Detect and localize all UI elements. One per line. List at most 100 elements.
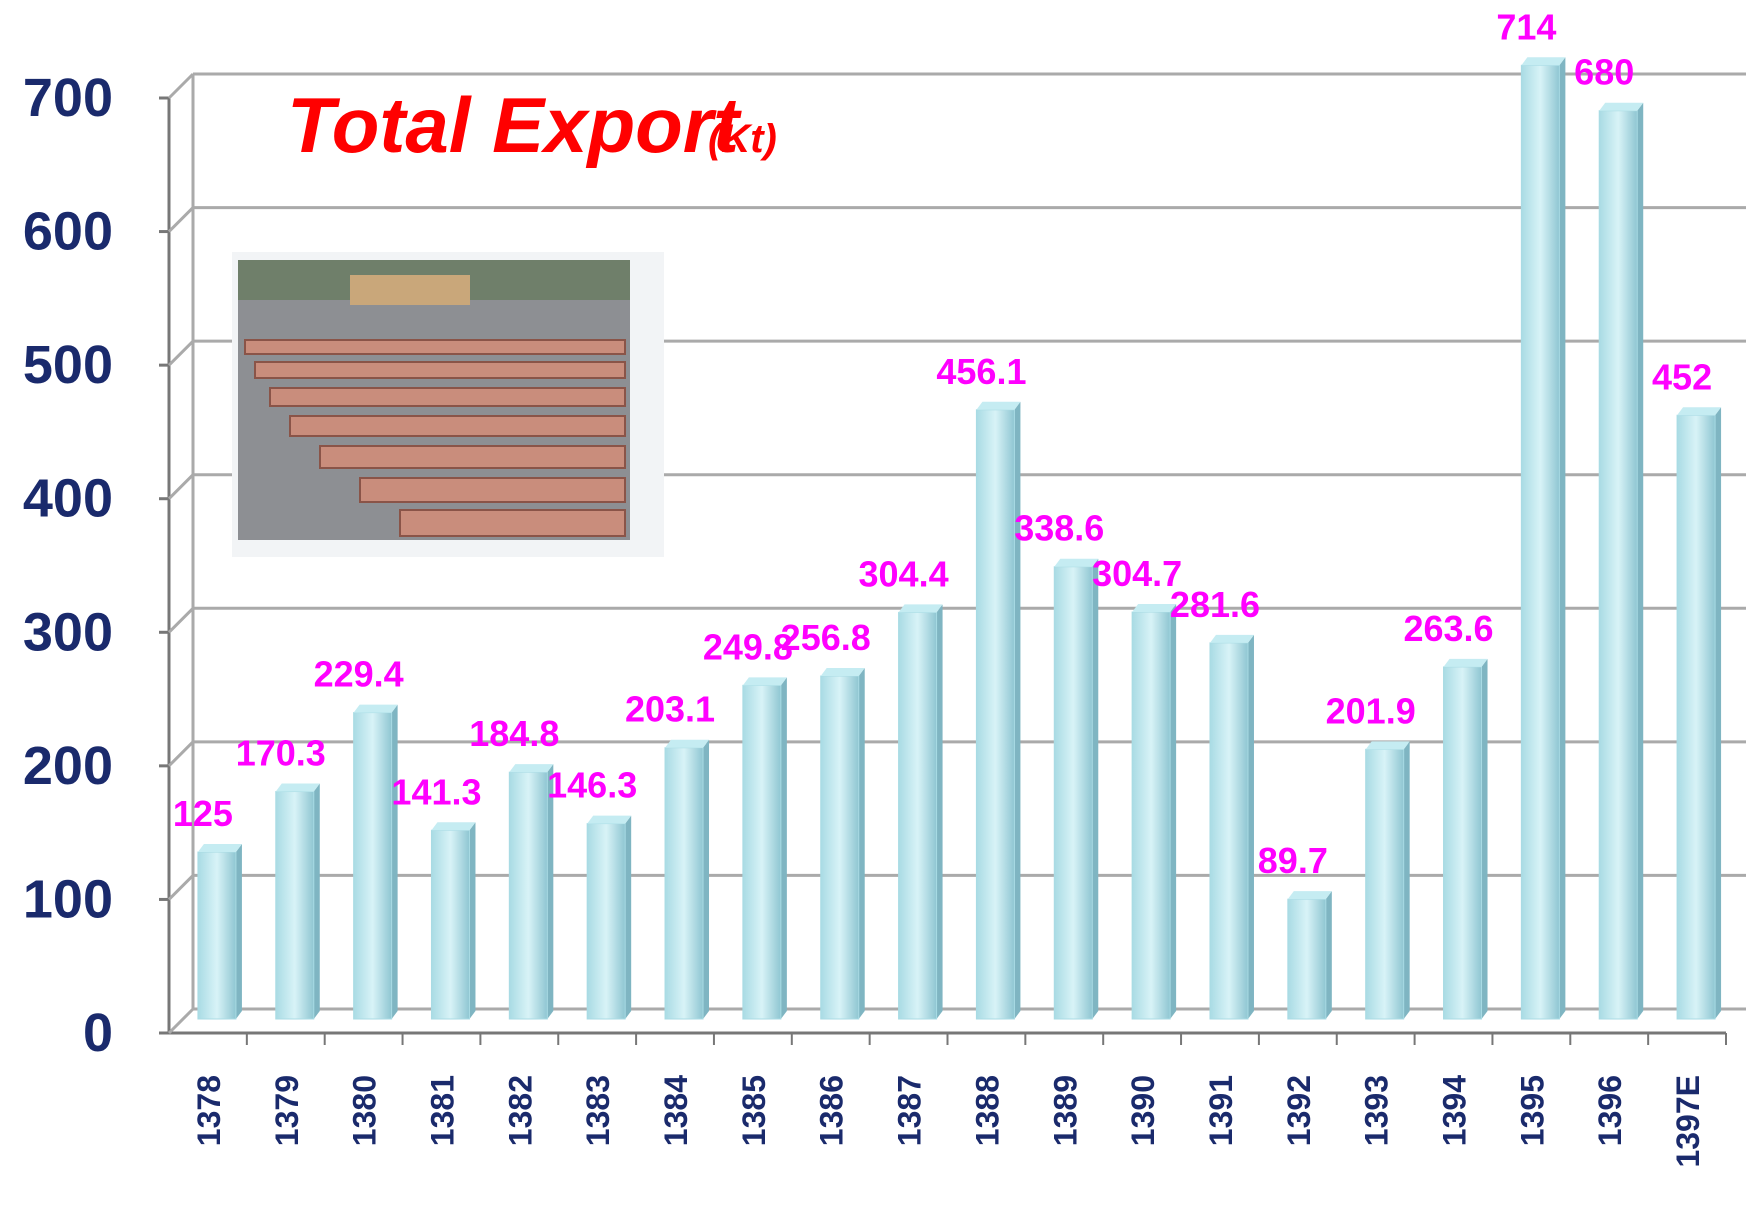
bar	[1054, 567, 1092, 1019]
bar-side	[236, 844, 242, 1019]
x-tick-label: 1382	[502, 1075, 538, 1146]
bar	[1521, 65, 1559, 1019]
grid-diag	[169, 875, 193, 899]
x-tick-label: 1383	[580, 1075, 616, 1146]
photo	[232, 252, 664, 557]
value-label: 170.3	[236, 733, 326, 774]
bar-side	[859, 668, 865, 1019]
bar-top	[198, 844, 242, 852]
bar-top	[743, 677, 787, 685]
value-label: 141.3	[391, 771, 481, 812]
x-tick-label: 1385	[736, 1075, 772, 1146]
bar-side	[392, 705, 398, 1019]
bar-top	[1366, 741, 1410, 749]
bar-top	[899, 604, 943, 612]
bar-side	[1326, 891, 1332, 1019]
bar	[1599, 111, 1637, 1019]
bar-side	[1715, 407, 1721, 1019]
bar	[354, 713, 392, 1019]
y-tick-label: 500	[23, 335, 113, 395]
x-tick-label: 1388	[969, 1075, 1005, 1146]
value-label: 456.1	[936, 351, 1026, 392]
x-tick-label: 1393	[1359, 1075, 1395, 1146]
x-tick-label: 1392	[1281, 1075, 1317, 1146]
bar-top	[1288, 891, 1332, 899]
bar-side	[1092, 559, 1098, 1019]
bar-side	[314, 784, 320, 1019]
bar	[1677, 415, 1715, 1019]
x-tick-label: 1391	[1203, 1075, 1239, 1146]
y-tick-label: 700	[23, 68, 113, 128]
bar	[821, 676, 859, 1019]
bar-side	[937, 604, 943, 1019]
bar-top	[1210, 635, 1254, 643]
value-label: 304.4	[859, 553, 949, 594]
bar	[976, 410, 1014, 1019]
bar	[1210, 643, 1248, 1019]
x-tick-label: 1379	[269, 1075, 305, 1146]
bar	[1132, 612, 1170, 1019]
bar	[743, 685, 781, 1019]
value-label: 714	[1496, 6, 1556, 47]
bar-side	[1248, 635, 1254, 1019]
bar-top	[276, 784, 320, 792]
grid-diag	[169, 74, 193, 98]
y-tick-label: 0	[83, 1003, 113, 1063]
x-tick-label: 1397E	[1670, 1075, 1706, 1168]
value-label: 125	[173, 793, 233, 834]
bar-side	[1170, 604, 1176, 1019]
grid-diag	[169, 1009, 193, 1033]
y-tick-label: 100	[23, 869, 113, 929]
bar	[587, 824, 625, 1019]
bar	[276, 792, 314, 1019]
bar-top	[1521, 57, 1565, 65]
x-tick-label: 1381	[424, 1075, 460, 1146]
value-label: 680	[1574, 52, 1634, 93]
y-tick-label: 600	[23, 202, 113, 262]
value-label: 338.6	[1014, 508, 1104, 549]
bar	[899, 612, 937, 1019]
bar-top	[587, 816, 631, 824]
bar-side	[469, 822, 475, 1019]
grid-diag	[169, 742, 193, 766]
value-label: 304.7	[1092, 553, 1182, 594]
value-label: 146.3	[547, 765, 637, 806]
value-label: 229.4	[314, 654, 404, 695]
bar-top	[1444, 659, 1488, 667]
bar-side	[781, 677, 787, 1019]
value-label: 256.8	[781, 617, 871, 658]
x-tick-label: 1378	[191, 1075, 227, 1146]
bar-side	[1482, 659, 1488, 1019]
x-tick-label: 1386	[814, 1075, 850, 1146]
bar-side	[703, 740, 709, 1019]
x-tick-label: 1380	[347, 1075, 383, 1146]
value-label: 452	[1652, 356, 1712, 397]
grid-diag	[169, 208, 193, 232]
x-tick-label: 1396	[1592, 1075, 1628, 1146]
bar-side	[1404, 741, 1410, 1019]
bar-top	[354, 705, 398, 713]
x-tick-label: 1394	[1437, 1075, 1473, 1146]
x-tick-label: 1390	[1125, 1075, 1161, 1146]
bar	[1444, 667, 1482, 1019]
chart: Total Export (Kt) 0100200300400500600700…	[0, 0, 1746, 1208]
x-tick-label: 1395	[1514, 1075, 1550, 1146]
grid-diag	[169, 608, 193, 632]
bar-side	[1637, 103, 1643, 1019]
value-label: 184.8	[469, 713, 559, 754]
bar	[1288, 899, 1326, 1019]
value-label: 249.8	[703, 626, 793, 667]
bar	[665, 748, 703, 1019]
bar-side	[1559, 57, 1565, 1019]
x-tick-label: 1389	[1047, 1075, 1083, 1146]
grid-diag	[169, 475, 193, 499]
bar-top	[665, 740, 709, 748]
bar	[509, 772, 547, 1019]
unit-label: (Kt)	[708, 117, 777, 161]
bar	[198, 852, 236, 1019]
bar	[1366, 749, 1404, 1019]
y-tick-label: 200	[23, 736, 113, 796]
bar-top	[976, 402, 1020, 410]
y-tick-label: 400	[23, 469, 113, 529]
x-tick-label: 1387	[892, 1075, 928, 1146]
